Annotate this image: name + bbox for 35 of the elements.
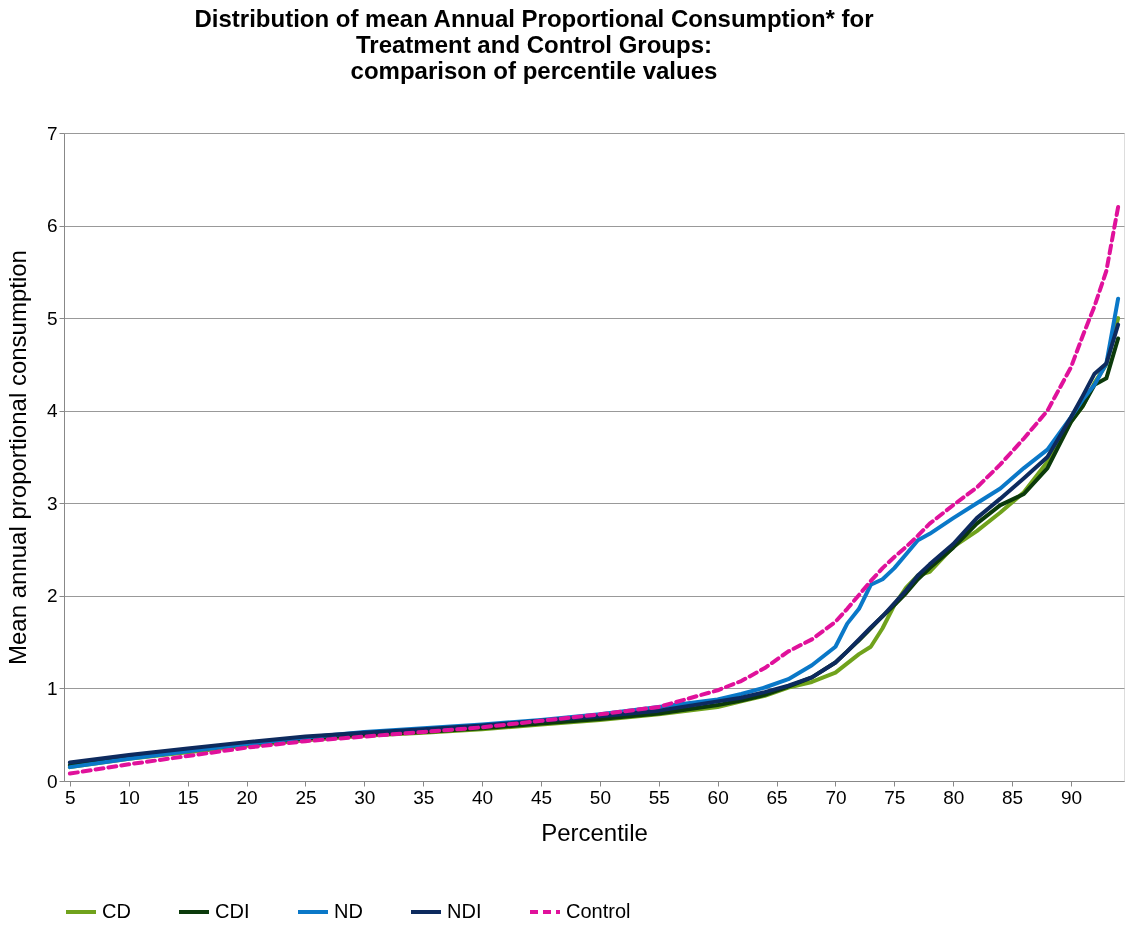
y-tick-label: 3 (46, 492, 58, 514)
y-tick-label: 2 (46, 585, 58, 607)
line-series (67, 205, 1121, 776)
x-tick-label: 25 (295, 786, 317, 808)
x-axis-title: Percentile (541, 818, 648, 846)
legend-label: ND (334, 900, 363, 922)
x-tick-label: 50 (589, 786, 611, 808)
y-axis-title: Mean annual proportional consumption (3, 250, 31, 665)
x-tick-label: 65 (766, 786, 788, 808)
legend-label: CD (102, 900, 131, 922)
x-tick-label: 75 (884, 786, 906, 808)
y-tick-label: 5 (46, 307, 58, 329)
x-tick-label: 55 (648, 786, 670, 808)
x-tick-label: 90 (1060, 786, 1083, 808)
x-tick-label: 85 (1002, 786, 1024, 808)
x-tick-label: 45 (530, 786, 553, 808)
legend-label: NDI (447, 900, 482, 922)
y-tick-label: 4 (46, 400, 58, 422)
chart-title: Distribution of mean Annual Proportional Consumption* for Treatment and Control Groups: comparison of percentile values (194, 5, 874, 84)
x-tick-label: 20 (236, 786, 258, 808)
x-tick-label: 10 (118, 786, 140, 808)
x-tick-label: 30 (354, 786, 376, 808)
x-tick-label: 80 (943, 786, 965, 808)
x-tick-label: 15 (177, 786, 199, 808)
y-tick-label: 6 (46, 215, 58, 237)
y-tick-label: 0 (46, 770, 58, 792)
x-tick-label: 60 (707, 786, 729, 808)
legend-label: CDI (215, 900, 250, 922)
y-tick-label: 7 (46, 122, 58, 144)
y-tick-label: 1 (46, 677, 58, 699)
x-tick-label: 70 (825, 786, 847, 808)
x-tick-label: 5 (65, 786, 76, 808)
legend-label: Control (566, 900, 631, 922)
x-tick-label: 40 (472, 786, 494, 808)
x-tick-label: 35 (413, 786, 435, 808)
